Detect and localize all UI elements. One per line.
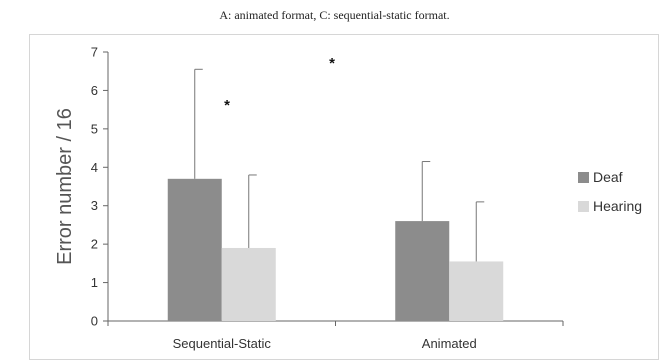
y-tick-label: 4 [91,160,98,175]
significance-star: * [329,55,335,72]
bar-deaf [395,221,450,321]
significance-star: * [224,97,230,114]
y-tick-label: 0 [91,314,98,329]
y-tick-label: 1 [91,275,98,290]
figure-caption: A: animated format, C: sequential-static… [219,8,450,22]
y-axis-label: Error number / 16 [54,108,76,265]
y-tick-label: 6 [91,83,98,98]
y-tick-label: 2 [91,237,98,252]
y-tick-label: 7 [91,45,98,60]
y-tick-label: 5 [91,121,98,136]
x-category-label: Animated [422,336,477,351]
bar-hearing [449,261,504,321]
x-category-label: Sequential-Static [173,336,272,351]
figure-frame [29,34,659,360]
bar-deaf [167,178,222,321]
legend-label-hearing: Hearing [593,198,642,214]
y-tick-label: 3 [91,198,98,213]
legend-swatch-deaf [578,172,589,183]
bar-hearing [221,247,276,321]
legend-label-deaf: Deaf [593,169,623,185]
legend-swatch-hearing [578,201,589,212]
